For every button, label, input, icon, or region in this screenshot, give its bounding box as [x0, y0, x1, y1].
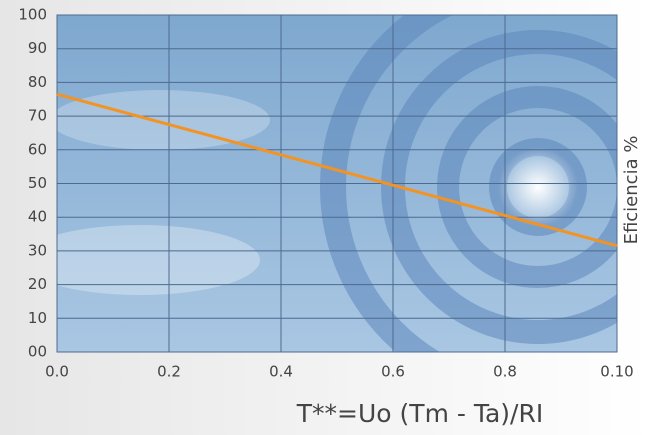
y-axis-label: Eficiencia %: [621, 136, 642, 245]
x-tick-label: 0.10: [600, 363, 633, 381]
y-tick-label: 100: [18, 6, 47, 24]
y-tick-label: 90: [28, 39, 47, 57]
x-tick-label: 0.4: [269, 363, 293, 381]
x-tick-label: 0.6: [381, 363, 405, 381]
y-tick-label: 10: [28, 309, 47, 327]
y-tick-label: 70: [28, 107, 47, 125]
y-tick-label: 00: [28, 343, 47, 361]
y-tick-label: 30: [28, 241, 47, 259]
x-axis-label: T**=Uo (Tm - Ta)/RI: [296, 399, 543, 428]
chart: T**=Uo (Tm - Ta)/RI Eficiencia % 00 10 20 3…: [0, 0, 651, 435]
y-tick-label: 40: [28, 208, 47, 226]
y-tick-label: 20: [28, 275, 47, 293]
y-tick-label: 60: [28, 140, 47, 158]
plot-background: [20, 0, 651, 392]
y-tick-label: 80: [28, 73, 47, 91]
x-tick-label: 0.0: [45, 363, 69, 381]
y-tick-label: 50: [28, 174, 47, 192]
x-tick-label: 0.8: [493, 363, 517, 381]
x-tick-label: 0.2: [157, 363, 181, 381]
